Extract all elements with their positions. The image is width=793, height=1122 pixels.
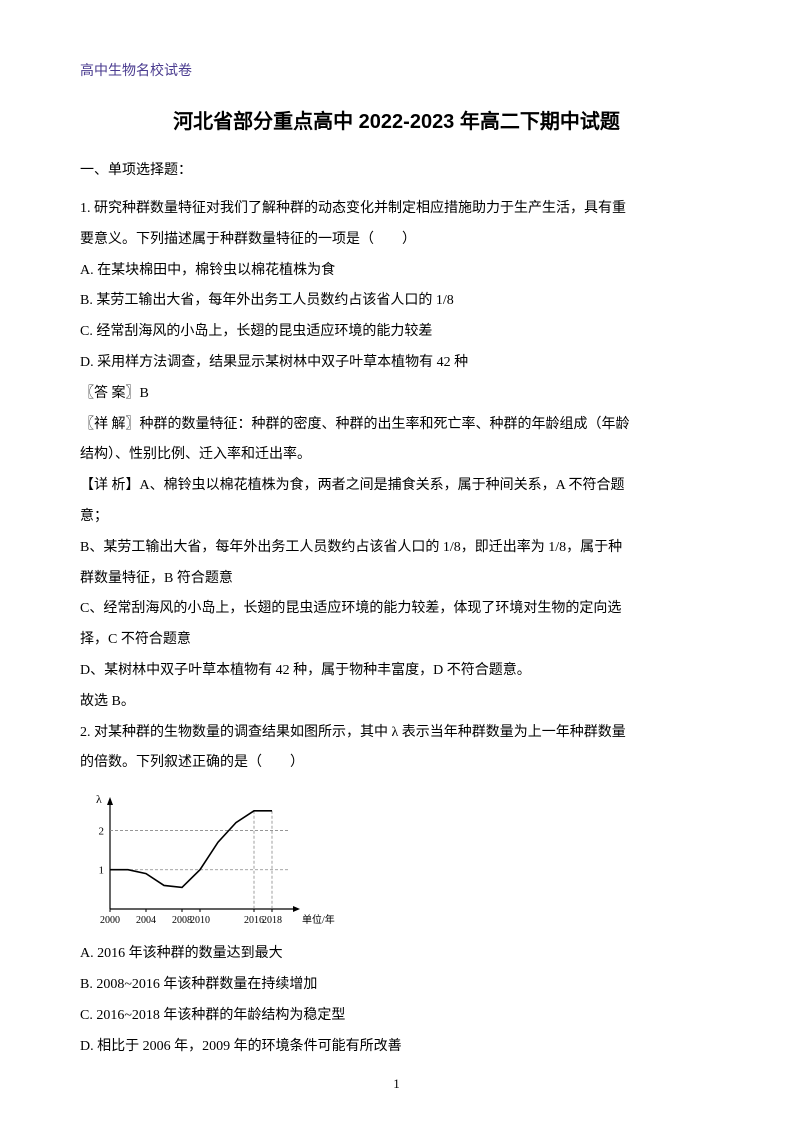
q1-detail-line2: 意； — [80, 502, 713, 533]
section-header: 一、单项选择题： — [80, 159, 713, 179]
q1-stem-line1: 1. 研究种群数量特征对我们了解种群的动态变化并制定相应措施助力于生产生活，具有… — [80, 194, 713, 225]
q1-answer: 〖答 案〗B — [80, 379, 713, 410]
svg-text:2010: 2010 — [190, 915, 210, 926]
svg-text:1: 1 — [99, 865, 105, 877]
q1-option-b: B. 某劳工输出大省，每年外出务工人员数约占该省人口的 1/8 — [80, 286, 713, 317]
q2-stem-line2: 的倍数。下列叙述正确的是（ ） — [80, 748, 713, 779]
chart-svg: 1 2 2000 2004 20082010 20162018 λ 单位/年 — [80, 789, 340, 929]
svg-text:2: 2 — [99, 826, 105, 838]
page-number: 1 — [393, 1076, 400, 1092]
q1-detail-line7: D、某树林中双子叶草本植物有 42 种，属于物种丰富度，D 不符合题意。 — [80, 656, 713, 687]
q1-option-a: A. 在某块棉田中，棉铃虫以棉花植株为食 — [80, 256, 713, 287]
svg-text:单位/年: 单位/年 — [302, 913, 335, 926]
q1-analysis-line2: 结构）、性别比例、迁入率和迁出率。 — [80, 440, 713, 471]
q1-detail-line3: B、某劳工输出大省，每年外出务工人员数约占该省人口的 1/8，即迁出率为 1/8… — [80, 533, 713, 564]
document-header: 高中生物名校试卷 — [80, 60, 713, 80]
q2-option-c: C. 2016~2018 年该种群的年龄结构为稳定型 — [80, 1001, 713, 1032]
q1-detail-line4: 群数量特征，B 符合题意 — [80, 564, 713, 595]
q1-option-c: C. 经常刮海风的小岛上，长翅的昆虫适应环境的能力较差 — [80, 317, 713, 348]
svg-text:2016: 2016 — [244, 915, 264, 926]
q1-detail-line1: 【详 析】A、棉铃虫以棉花植株为食，两者之间是捕食关系，属于种间关系，A 不符合… — [80, 471, 713, 502]
q1-option-d: D. 采用样方法调查，结果显示某树林中双子叶草本植物有 42 种 — [80, 348, 713, 379]
lambda-chart: 1 2 2000 2004 20082010 20162018 λ 单位/年 — [80, 789, 340, 929]
svg-text:λ: λ — [96, 792, 102, 806]
q2-option-d: D. 相比于 2006 年，2009 年的环境条件可能有所改善 — [80, 1032, 713, 1063]
svg-text:2004: 2004 — [136, 915, 156, 926]
q1-detail-line5: C、经常刮海风的小岛上，长翅的昆虫适应环境的能力较差，体现了环境对生物的定向选 — [80, 594, 713, 625]
q1-stem-line2: 要意义。下列描述属于种群数量特征的一项是（ ） — [80, 225, 713, 256]
q1-analysis-line1: 〖祥 解〗种群的数量特征：种群的密度、种群的出生率和死亡率、种群的年龄组成（年龄 — [80, 410, 713, 441]
svg-text:2018: 2018 — [262, 915, 282, 926]
q2-option-b: B. 2008~2016 年该种群数量在持续增加 — [80, 970, 713, 1001]
q2-option-a: A. 2016 年该种群的数量达到最大 — [80, 939, 713, 970]
exam-title: 河北省部分重点高中 2022-2023 年高二下期中试题 — [80, 105, 713, 134]
q1-detail-line8: 故选 B。 — [80, 687, 713, 718]
q1-detail-line6: 择，C 不符合题意 — [80, 625, 713, 656]
svg-text:2008: 2008 — [172, 915, 192, 926]
svg-text:2000: 2000 — [100, 915, 120, 926]
q2-stem-line1: 2. 对某种群的生物数量的调查结果如图所示，其中 λ 表示当年种群数量为上一年种… — [80, 718, 713, 749]
